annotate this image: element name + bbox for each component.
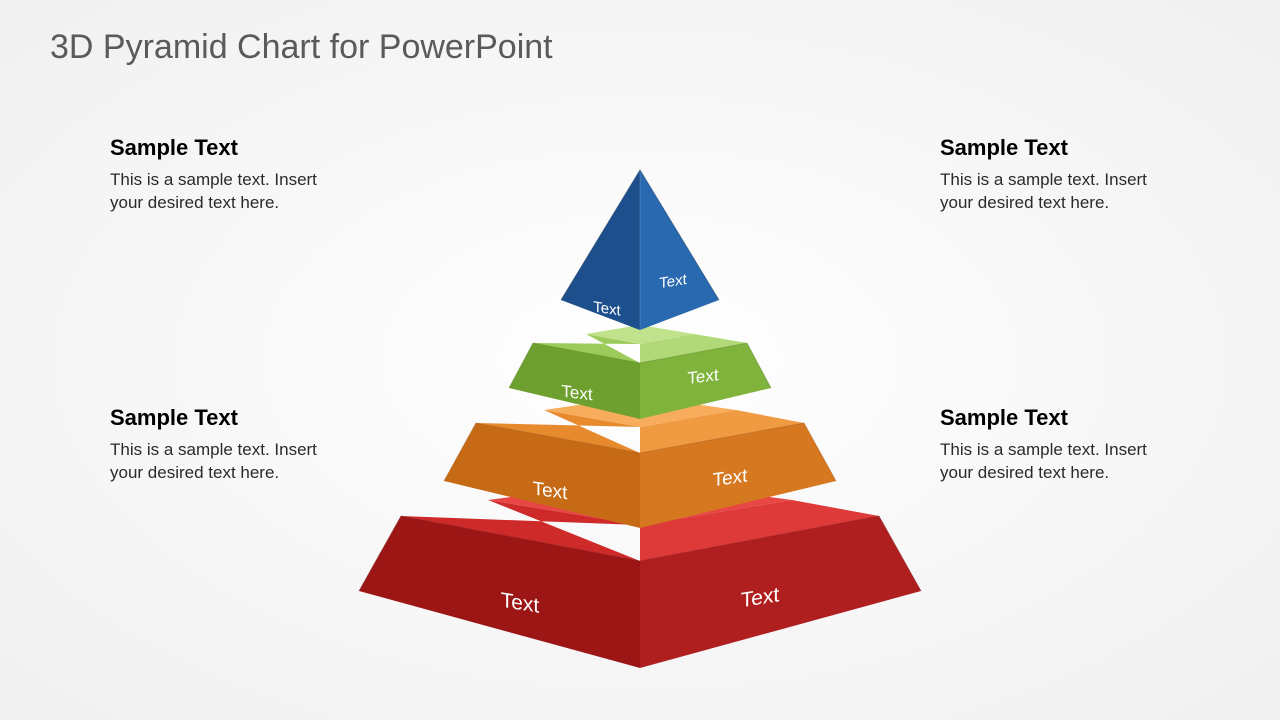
callout-bottom-left: Sample Text This is a sample text. Inser…	[110, 405, 350, 485]
callout-top-left: Sample Text This is a sample text. Inser…	[110, 135, 350, 215]
layer1-left-label: Text	[593, 298, 621, 319]
callout-bottom-right: Sample Text This is a sample text. Inser…	[940, 405, 1180, 485]
callout-body: This is a sample text. Insert your desir…	[940, 439, 1180, 485]
page-title: 3D Pyramid Chart for PowerPoint	[50, 28, 553, 67]
callout-heading: Sample Text	[110, 135, 350, 161]
callout-body: This is a sample text. Insert your desir…	[110, 439, 350, 485]
callout-heading: Sample Text	[110, 405, 350, 431]
pyramid-layer-1: Text Text	[561, 170, 719, 330]
pyramid-chart: Text Text Text Text Text Text	[345, 140, 935, 700]
callout-top-right: Sample Text This is a sample text. Inser…	[940, 135, 1180, 215]
layer2-left-label: Text	[561, 382, 592, 405]
callout-heading: Sample Text	[940, 135, 1180, 161]
pyramid-layer-2: Text Text	[509, 325, 771, 419]
callout-body: This is a sample text. Insert your desir…	[110, 169, 350, 215]
layer2-right-label: Text	[687, 365, 718, 388]
callout-body: This is a sample text. Insert your desir…	[940, 169, 1180, 215]
callout-heading: Sample Text	[940, 405, 1180, 431]
